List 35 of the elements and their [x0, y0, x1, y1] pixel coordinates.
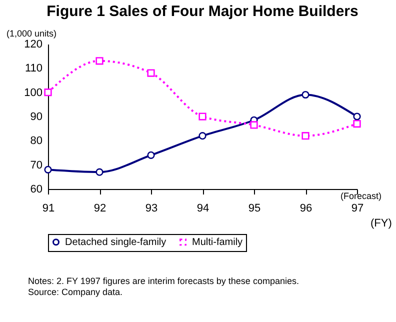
text: (Forecast) — [340, 191, 382, 201]
x-tick-label: 93 — [145, 202, 158, 214]
x-tick-label: 94 — [196, 202, 210, 214]
point — [96, 57, 104, 65]
point — [353, 112, 361, 120]
point — [96, 168, 104, 176]
x-tick-label: 96 — [300, 202, 312, 214]
text: Notes: 2. FY 1997 figures are interim forecasts by these companies. — [28, 276, 300, 287]
point — [353, 120, 361, 128]
point — [302, 90, 310, 99]
y-tick-label: 80 — [30, 135, 42, 148]
y-tick-label: 90 — [30, 111, 42, 123]
point — [147, 151, 155, 159]
y-tick-label: 60 — [30, 184, 42, 196]
y-axis-title: (1,000 units) — [6, 28, 57, 38]
x-tick-label: 95 — [248, 202, 261, 214]
legend-label: Multi-family — [192, 237, 243, 248]
y-tick-label: 70 — [30, 159, 42, 172]
point — [44, 166, 52, 174]
x-tick-label: 91 — [42, 202, 55, 214]
source-note: Source: Company data. — [28, 287, 124, 298]
point — [302, 132, 310, 140]
point — [250, 121, 258, 129]
x-tick-label: 92 — [94, 202, 106, 214]
point — [44, 88, 52, 96]
point — [147, 69, 155, 77]
y-tick-label: 120 — [24, 38, 42, 50]
point — [198, 132, 206, 140]
legend-label: Detached single-family — [65, 237, 166, 248]
y-tick-label: 110 — [24, 62, 42, 75]
point — [198, 112, 206, 120]
x-axis-title: (FY) — [370, 218, 392, 230]
x-tick-label: 97 — [351, 202, 364, 214]
chart-title: Figure 1 Sales of Four Major Home Builders — [46, 3, 358, 20]
y-tick-label: 100 — [24, 86, 42, 99]
